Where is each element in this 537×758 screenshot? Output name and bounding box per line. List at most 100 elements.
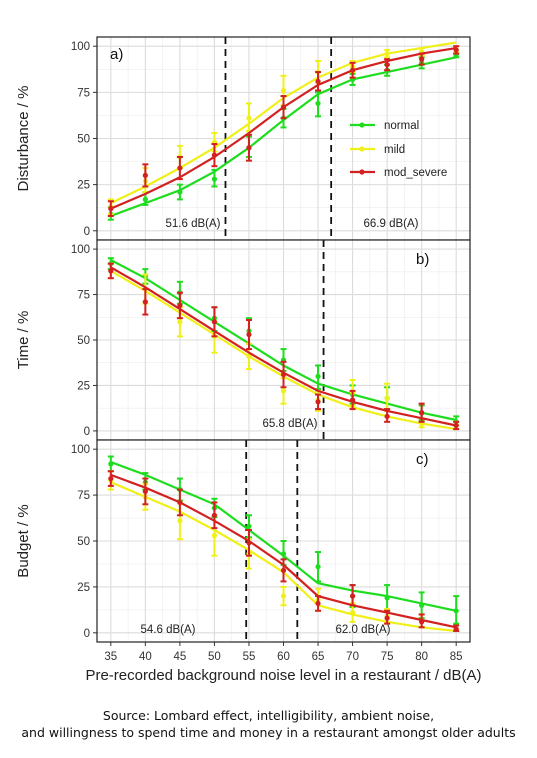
legend-label: mild [384, 144, 405, 156]
panel-label: c) [416, 451, 429, 468]
data-point [246, 145, 252, 151]
y-tick-label: 25 [77, 380, 90, 392]
data-point [315, 78, 321, 84]
y-tick-label: 50 [77, 134, 90, 146]
threshold-label: 62.0 dB(A) [336, 624, 391, 636]
data-point [108, 461, 114, 467]
data-point [108, 206, 114, 212]
data-point [315, 600, 321, 607]
panel-a: 0 25 50 75 100 Disturbance / % 51.6 dB(A) 66.9 … [15, 36, 471, 241]
data-point [419, 410, 425, 416]
data-point [349, 397, 356, 403]
legend-marker [359, 122, 365, 128]
data-point [280, 87, 287, 94]
data-point [384, 413, 390, 419]
data-point [177, 189, 183, 195]
data-point [349, 593, 356, 599]
data-point [315, 399, 321, 405]
data-point [384, 595, 390, 601]
y-tick-label: 100 [71, 41, 90, 53]
legend-marker [359, 169, 365, 175]
data-point [384, 395, 390, 401]
y-tick-label: 100 [71, 444, 90, 456]
y-tick-label: 50 [77, 335, 90, 347]
threshold-label: 51.6 dB(A) [166, 218, 221, 230]
data-point [280, 551, 287, 557]
data-point [349, 610, 356, 616]
x-tick-label: 60 [277, 651, 290, 663]
legend-label: mod_severe [384, 167, 447, 179]
x-tick-label: 65 [312, 651, 325, 663]
data-point [349, 67, 356, 73]
data-point [315, 564, 321, 570]
legend-label: normal [384, 120, 419, 132]
y-tick-label: 0 [84, 628, 90, 640]
y-tick-label: 25 [77, 180, 90, 192]
data-point [280, 371, 287, 378]
x-tick-label: 50 [208, 651, 221, 663]
y-tick-label: 100 [71, 244, 90, 256]
data-point [211, 532, 218, 539]
data-point [108, 475, 114, 482]
data-point [280, 567, 287, 573]
panel-c: 0 25 50 75 100 Budget / % 54.6 dB(A) 62.0 dB(A)… [15, 439, 482, 684]
data-point [177, 165, 183, 171]
data-point [419, 56, 425, 62]
x-tick-label: 70 [346, 651, 359, 663]
x-axis-label: Pre-recorded background noise level in a… [85, 667, 481, 684]
panels: 0 25 50 75 100 Disturbance / % 51.6 dB(A) 66.9 … [15, 36, 482, 684]
x-tick-label: 35 [104, 651, 117, 663]
x-tick-label: 40 [139, 651, 152, 663]
data-point [177, 499, 183, 506]
data-point [211, 319, 218, 325]
y-tick-label: 50 [77, 536, 90, 548]
data-point [384, 51, 390, 57]
data-point [142, 299, 148, 305]
data-point [315, 100, 321, 107]
data-point [211, 512, 218, 518]
data-point [419, 602, 425, 608]
data-point [246, 331, 252, 338]
data-point [246, 353, 252, 359]
legend: normal mild mod_severe [350, 120, 447, 179]
data-point [453, 608, 459, 614]
x-tick-label: 80 [415, 651, 428, 663]
data-point [142, 196, 148, 202]
y-tick-label: 75 [77, 290, 90, 302]
data-point [384, 62, 390, 68]
y-axis-label: Disturbance / % [15, 86, 32, 192]
data-point [280, 593, 287, 599]
data-point [280, 104, 287, 110]
panel-b: 0 25 50 75 100 Time / % 65.8 dB(A) b) [15, 239, 471, 441]
series-mod-severe [107, 470, 460, 632]
data-point [211, 152, 218, 158]
y-tick-label: 0 [84, 226, 90, 238]
y-tick-label: 0 [84, 426, 90, 438]
x-tick-label: 85 [450, 651, 463, 663]
caption-line-2: and willingness to spend time and money … [21, 725, 516, 740]
caption-line-1: Source: Lombard effect, intelligibility,… [102, 708, 435, 723]
y-axis-label: Budget / % [15, 504, 32, 577]
data-point [211, 176, 218, 182]
series-mod-severe [107, 262, 460, 431]
data-point [453, 47, 459, 53]
data-point [246, 115, 252, 121]
data-point [177, 319, 183, 325]
data-point [142, 488, 148, 495]
data-point [419, 619, 425, 625]
panel-label: a) [110, 46, 123, 63]
x-tick-label: 55 [243, 651, 256, 663]
data-point [177, 518, 183, 524]
data-point [142, 172, 148, 179]
data-point [246, 523, 252, 529]
data-point [177, 302, 183, 309]
y-axis-label: Time / % [15, 311, 32, 370]
data-point [453, 626, 459, 632]
y-tick-label: 25 [77, 582, 90, 594]
series-mod-severe [107, 45, 460, 218]
data-point [108, 268, 114, 274]
y-tick-label: 75 [77, 490, 90, 502]
legend-marker [359, 146, 365, 152]
threshold-label: 65.8 dB(A) [263, 418, 318, 430]
